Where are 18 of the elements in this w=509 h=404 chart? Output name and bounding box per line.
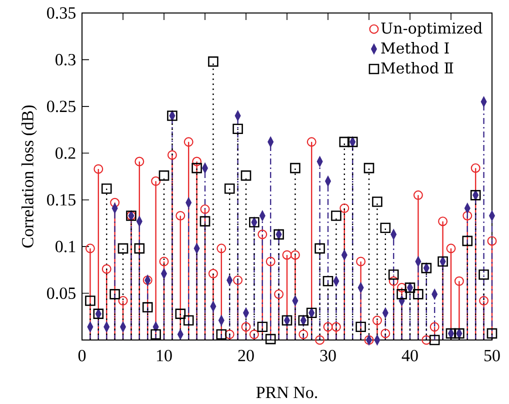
y-tick-label: 0.05 bbox=[47, 288, 76, 300]
y-axis-title: Correlation loss (dB) bbox=[21, 105, 37, 248]
legend-label: Method Ⅰ bbox=[381, 42, 449, 54]
y-tick-label: 0.25 bbox=[47, 100, 76, 112]
x-axis-title: PRN No. bbox=[256, 386, 318, 398]
legend-label: Un-optimized bbox=[381, 22, 482, 37]
y-tick-label: 0.15 bbox=[47, 194, 76, 206]
y-tick-label: 0.1 bbox=[56, 240, 76, 252]
y-tick-label: 0.2 bbox=[56, 147, 76, 159]
x-tick-label: 20 bbox=[238, 350, 254, 362]
x-tick-label: 30 bbox=[320, 350, 336, 362]
x-tick-label: 50 bbox=[484, 350, 500, 362]
x-tick-label: 10 bbox=[156, 350, 172, 362]
legend-label: Method Ⅱ bbox=[381, 62, 454, 74]
x-tick-label: 40 bbox=[402, 350, 418, 362]
y-tick-label: 0.35 bbox=[47, 7, 76, 19]
y-tick-label: 0.3 bbox=[56, 54, 76, 66]
x-tick-label: 0 bbox=[78, 350, 86, 362]
